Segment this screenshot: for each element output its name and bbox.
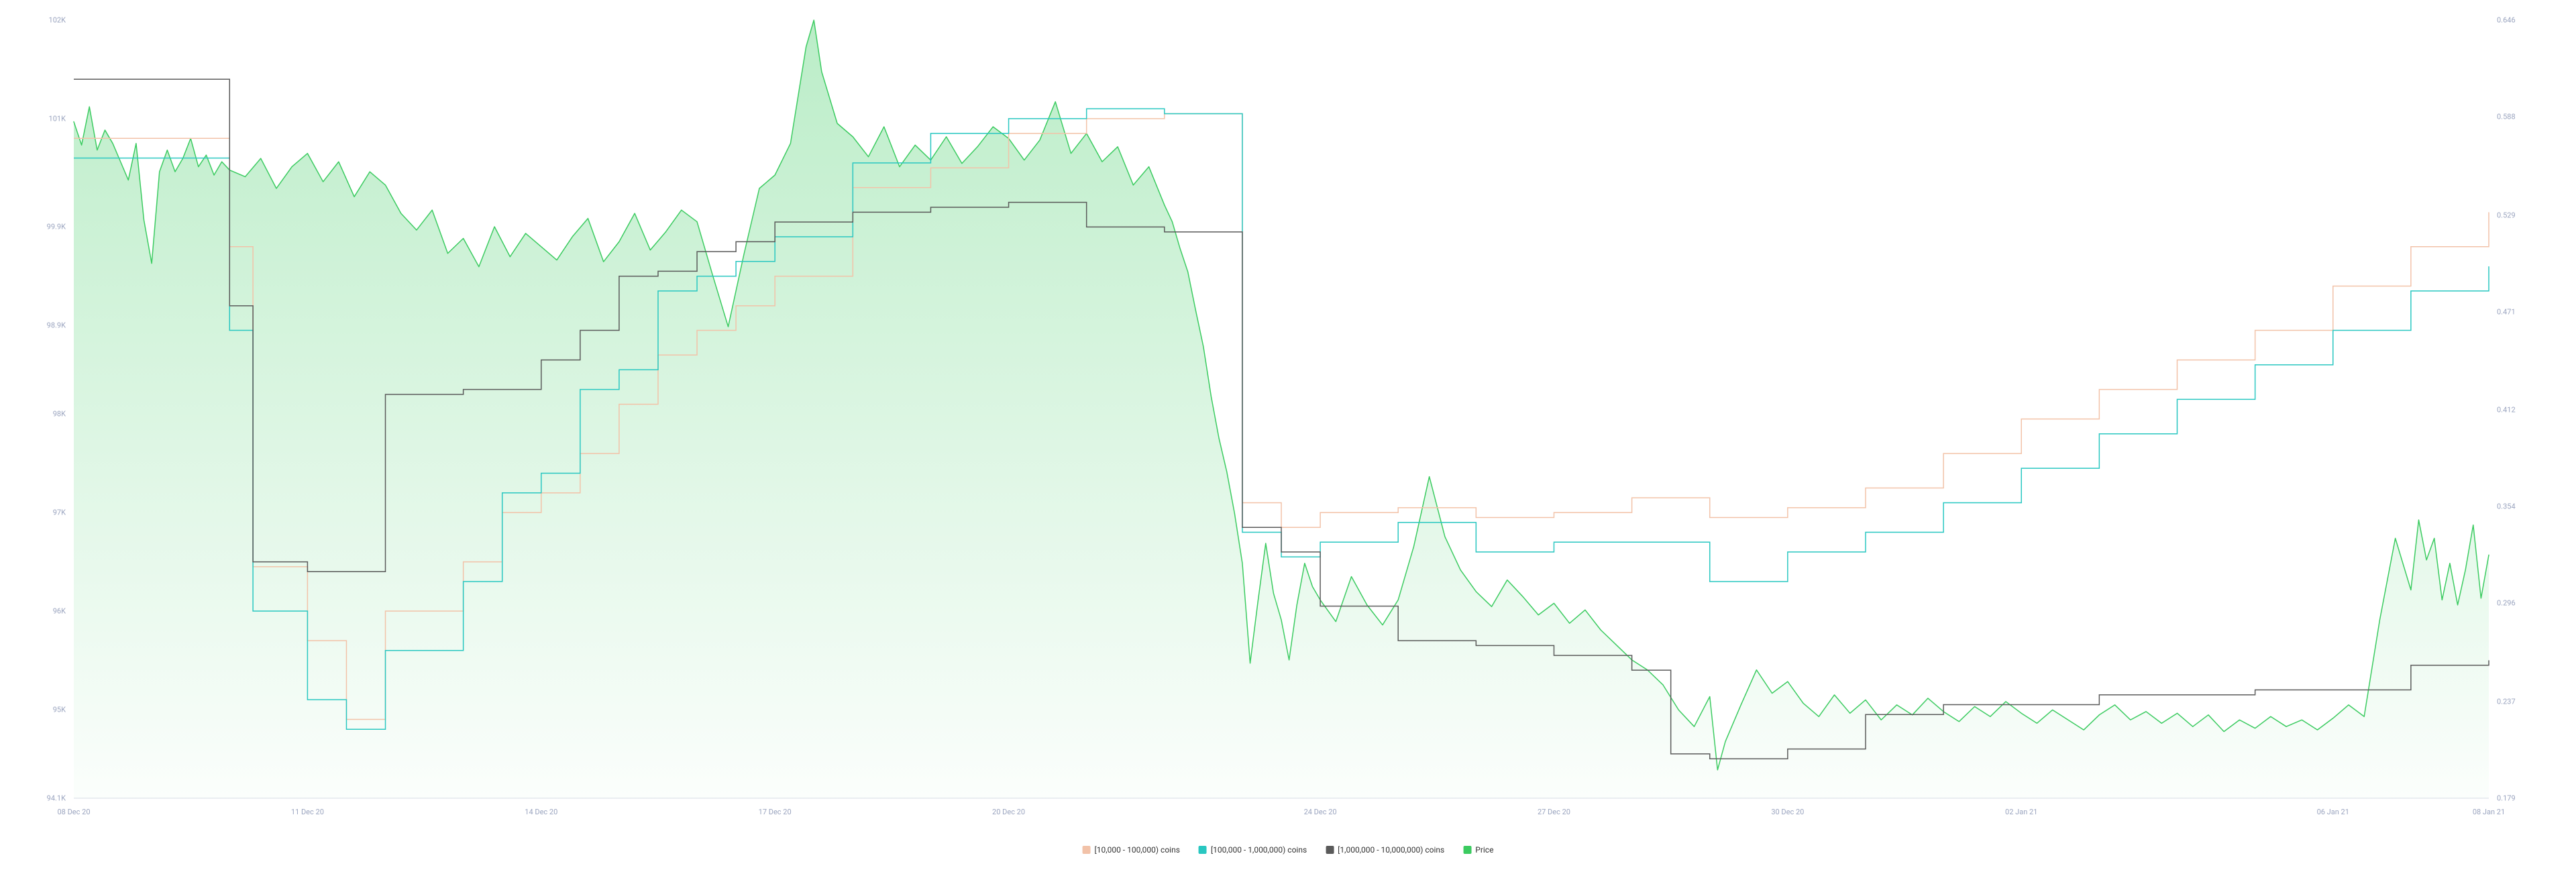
y-left-tick: 96K [53, 607, 66, 616]
legend-swatch [1326, 846, 1334, 854]
x-tick: 11 Dec 20 [291, 808, 324, 816]
x-tick: 24 Dec 20 [1304, 808, 1337, 816]
y-right-tick: 0.588 [2497, 113, 2516, 121]
price-holdings-chart: [10,000 - 100,000) coins [100,000 - 1,000… [0, 0, 2576, 872]
y-left-tick: 97K [53, 508, 66, 517]
x-tick: 08 Dec 20 [58, 808, 91, 816]
y-right-tick: 0.354 [2497, 502, 2516, 511]
y-right-tick: 0.471 [2497, 307, 2516, 316]
y-right-tick: 0.412 [2497, 406, 2516, 415]
plot-area [74, 20, 2489, 798]
y-right-tick: 0.646 [2497, 16, 2516, 25]
x-tick: 17 Dec 20 [759, 808, 792, 816]
legend-label: [100,000 - 1,000,000) coins [1211, 845, 1307, 855]
y-left-tick: 94.1K [47, 794, 66, 803]
y-left-tick: 102K [49, 16, 66, 25]
legend: [10,000 - 100,000) coins [100,000 - 1,000… [1083, 845, 1494, 855]
y-right-tick: 0.529 [2497, 211, 2516, 219]
legend-swatch [1199, 846, 1207, 854]
legend-swatch [1083, 846, 1091, 854]
x-tick: 20 Dec 20 [992, 808, 1025, 816]
plot-svg [74, 20, 2489, 798]
legend-item[interactable]: [10,000 - 100,000) coins [1083, 845, 1180, 855]
y-left-tick: 99.9K [47, 223, 66, 231]
y-right-tick: 0.296 [2497, 599, 2516, 608]
legend-item[interactable]: [100,000 - 1,000,000) coins [1199, 845, 1307, 855]
x-tick: 27 Dec 20 [1538, 808, 1570, 816]
x-tick: 30 Dec 20 [1771, 808, 1804, 816]
x-tick: 08 Jan 21 [2473, 808, 2505, 816]
y-left-tick: 101K [49, 114, 66, 123]
x-tick: 06 Jan 21 [2317, 808, 2349, 816]
legend-label: [1,000,000 - 10,000,000) coins [1338, 845, 1444, 855]
x-tick: 02 Jan 21 [2005, 808, 2037, 816]
y-left-tick: 98K [53, 410, 66, 419]
legend-label: [10,000 - 100,000) coins [1095, 845, 1180, 855]
y-left-tick: 98.9K [47, 321, 66, 330]
y-right-tick: 0.237 [2497, 697, 2516, 706]
x-tick: 14 Dec 20 [525, 808, 557, 816]
legend-item[interactable]: [1,000,000 - 10,000,000) coins [1326, 845, 1444, 855]
legend-item[interactable]: Price [1463, 845, 1493, 855]
y-right-tick: 0.179 [2497, 794, 2516, 803]
legend-label: Price [1475, 845, 1493, 855]
y-left-tick: 95K [53, 705, 66, 714]
legend-swatch [1463, 846, 1471, 854]
